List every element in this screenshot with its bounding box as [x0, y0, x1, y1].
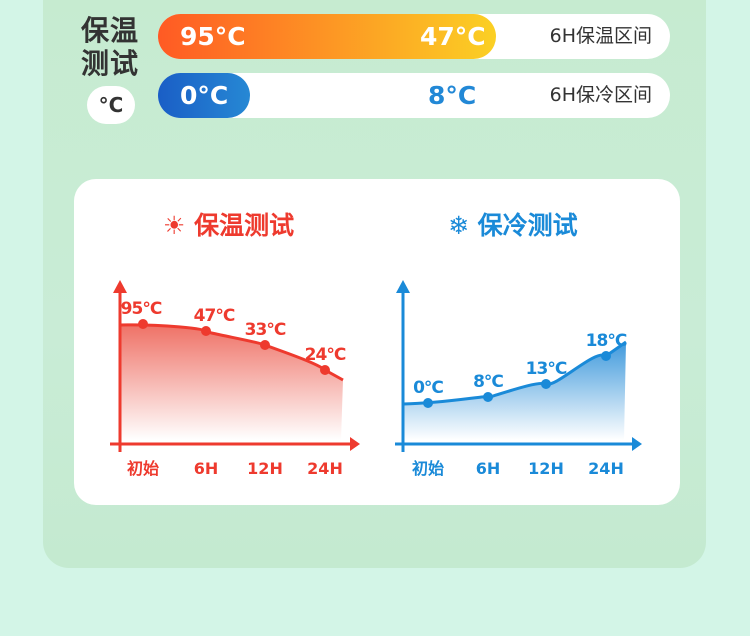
warm-range-bar: 95°C 47°C 6H保温区间 [158, 14, 670, 59]
snowflake-icon: ❄ [448, 211, 469, 240]
data-point [260, 340, 270, 350]
x-tick-label: 12H [528, 459, 564, 478]
x-tick-label: 6H [194, 459, 219, 478]
area-fill-0 [120, 324, 343, 440]
cold-start: 0°C [180, 81, 229, 110]
cold-range-fill [158, 73, 251, 118]
data-point [138, 319, 148, 329]
warm-start: 95°C [180, 22, 246, 51]
data-label: 18°C [586, 331, 627, 351]
sun-icon: ☀ [163, 211, 186, 240]
warm-range-label: 6H保温区间 [549, 25, 652, 47]
data-point [201, 326, 211, 336]
side-title: 保温测试 [80, 14, 139, 80]
data-label: 47°C [194, 306, 235, 326]
data-label: 24°C [305, 345, 346, 365]
x-tick-label: 初始 [127, 459, 159, 478]
cold-range-label: 6H保冷区间 [549, 84, 652, 106]
x-axis-arrow-0 [350, 437, 360, 451]
series-line-1 [402, 340, 627, 406]
data-point [541, 379, 551, 389]
x-tick-label: 24H [588, 459, 624, 478]
data-point [601, 351, 611, 361]
warm-chart-title: ☀ 保温测试 [163, 211, 295, 240]
data-label: 0°C [413, 378, 443, 398]
cold-range-bar: 0°C 8°C 6H保冷区间 [158, 73, 670, 118]
y-axis-arrow-1 [396, 280, 410, 293]
cold-chart-title: ❄ 保冷测试 [448, 211, 578, 240]
data-point [320, 365, 330, 375]
x-tick-label: 24H [307, 459, 343, 478]
warm-end: 47°C [420, 22, 486, 51]
x-axis-arrow-1 [632, 437, 642, 451]
data-point [423, 398, 433, 408]
x-tick-label: 12H [247, 459, 283, 478]
y-axis-arrow-0 [113, 280, 127, 293]
data-label: 8°C [473, 372, 503, 392]
data-label: 95°C [121, 299, 162, 319]
series-line-0 [119, 323, 344, 382]
data-label: 13°C [526, 359, 567, 379]
data-point [483, 392, 493, 402]
x-tick-label: 初始 [412, 459, 444, 478]
unit-badge: °C [87, 86, 135, 124]
x-tick-label: 6H [476, 459, 501, 478]
cold-end: 8°C [428, 81, 477, 110]
data-label: 33°C [245, 320, 286, 340]
warm-range-fill [158, 14, 496, 59]
